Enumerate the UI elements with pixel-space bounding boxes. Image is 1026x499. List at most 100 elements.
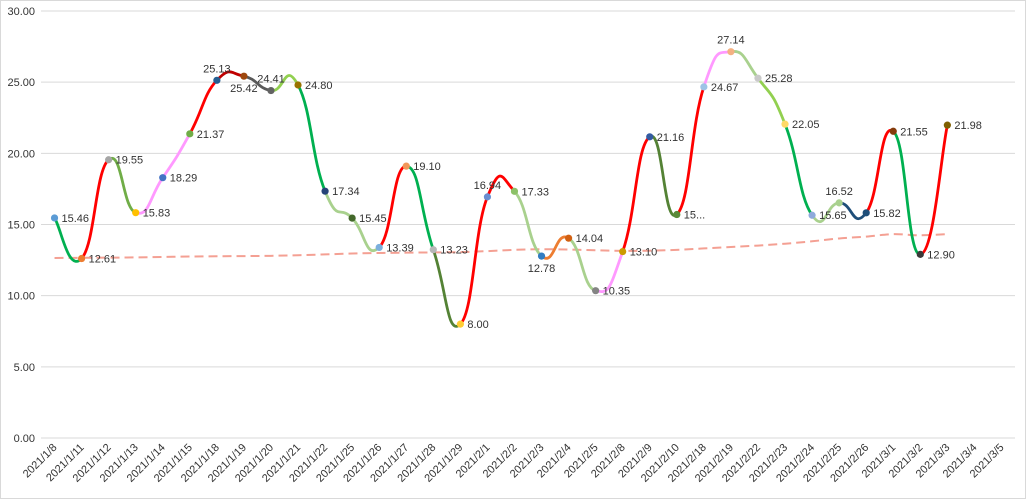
y-axis: 0.00 5.00 10.00 15.00 20.00 25.00 30.00 xyxy=(7,6,35,445)
data-label: 15.45 xyxy=(359,213,387,225)
data-label: 21.98 xyxy=(954,120,982,132)
data-points xyxy=(50,48,951,328)
data-point xyxy=(483,193,492,201)
data-label: 15.83 xyxy=(143,208,171,220)
line-segment xyxy=(458,195,489,326)
line-segment xyxy=(188,78,219,136)
data-point xyxy=(213,76,221,84)
data-labels: 15.46 12.61 19.55 15.83 18.29 21.37 25.13 25.42… xyxy=(62,35,982,331)
data-label: 21.37 xyxy=(197,129,225,141)
data-point xyxy=(240,72,248,80)
data-point xyxy=(321,187,329,195)
data-label: 24.41 xyxy=(257,74,285,86)
line-segment xyxy=(540,235,570,260)
data-label: 12.90 xyxy=(927,249,955,261)
data-point xyxy=(889,127,897,135)
line-segment xyxy=(80,158,111,260)
data-point xyxy=(754,74,762,82)
line-segment xyxy=(918,123,949,256)
data-label: 24.67 xyxy=(711,82,739,94)
line-segment xyxy=(404,164,435,252)
y-tick-label: 15.00 xyxy=(7,220,35,232)
line-segment xyxy=(756,76,787,126)
data-point xyxy=(375,243,383,252)
data-point xyxy=(943,121,951,129)
data-label: 12.78 xyxy=(528,263,556,275)
gridlines xyxy=(41,10,1015,439)
data-label: 19.55 xyxy=(116,155,144,167)
y-tick-label: 25.00 xyxy=(7,77,35,89)
data-point xyxy=(456,320,464,328)
data-point xyxy=(132,209,140,217)
y-tick-label: 30.00 xyxy=(7,6,35,18)
line-segment xyxy=(107,156,138,215)
data-label: 13.39 xyxy=(386,242,414,254)
data-label: 25.28 xyxy=(765,73,793,85)
data-label: 22.05 xyxy=(792,119,820,131)
data-point xyxy=(781,120,789,128)
data-point xyxy=(619,247,627,256)
data-point xyxy=(862,209,870,217)
data-point xyxy=(700,83,708,91)
data-point xyxy=(429,246,437,254)
data-label: 25.13 xyxy=(203,63,231,75)
data-point xyxy=(564,234,573,242)
line-segment xyxy=(377,164,408,249)
data-point xyxy=(294,81,302,89)
data-point xyxy=(77,254,86,263)
data-point xyxy=(727,48,735,56)
y-tick-label: 10.00 xyxy=(7,291,35,303)
data-label: 25.42 xyxy=(230,83,258,95)
line-segment xyxy=(161,132,192,180)
data-point xyxy=(646,133,654,141)
data-point xyxy=(348,214,356,222)
data-point xyxy=(916,250,924,258)
data-point xyxy=(808,211,816,219)
data-label: 15.46 xyxy=(62,213,90,225)
trend-line xyxy=(54,233,948,259)
line-segment xyxy=(729,50,760,80)
data-point xyxy=(835,199,843,207)
data-label: 17.33 xyxy=(521,186,549,198)
data-label: 8.00 xyxy=(467,319,488,331)
data-label: 15.82 xyxy=(873,208,901,220)
data-label: 24.80 xyxy=(305,80,333,92)
data-label: 16.94 xyxy=(474,180,502,192)
data-label: 27.14 xyxy=(717,35,745,47)
data-label: 21.55 xyxy=(900,126,928,138)
line-segment xyxy=(296,83,327,193)
data-label: 21.16 xyxy=(657,132,685,144)
y-tick-label: 5.00 xyxy=(14,362,35,374)
data-point xyxy=(592,287,600,295)
line-segment xyxy=(53,216,83,263)
trend-line-series xyxy=(54,233,948,259)
x-axis: 2021/1/82021/1/112021/1/122021/1/132021/… xyxy=(21,442,1007,485)
data-label: 10.35 xyxy=(603,286,631,298)
line-segment xyxy=(431,248,462,328)
data-point xyxy=(105,156,113,164)
data-point xyxy=(186,130,194,138)
line-segment xyxy=(323,189,354,220)
data-label: 15... xyxy=(684,210,705,222)
line-segment xyxy=(567,236,598,293)
line-segment xyxy=(675,85,706,216)
data-point xyxy=(50,214,59,222)
line-segment xyxy=(513,189,543,258)
data-point xyxy=(267,86,275,95)
data-label: 16.52 xyxy=(825,186,853,198)
y-tick-label: 0.00 xyxy=(14,433,35,445)
line-segment xyxy=(783,122,814,217)
data-label: 13.10 xyxy=(630,247,658,259)
data-label: 19.10 xyxy=(413,161,441,173)
data-point xyxy=(402,162,410,170)
data-label: 14.04 xyxy=(576,233,604,245)
line-segment xyxy=(864,129,895,215)
data-label: 15.65 xyxy=(819,210,847,222)
data-point xyxy=(673,210,681,219)
line-segment xyxy=(486,174,516,199)
data-point xyxy=(510,187,519,195)
data-label: 13.23 xyxy=(440,245,468,257)
data-point xyxy=(159,174,167,182)
line-segment xyxy=(621,135,652,253)
